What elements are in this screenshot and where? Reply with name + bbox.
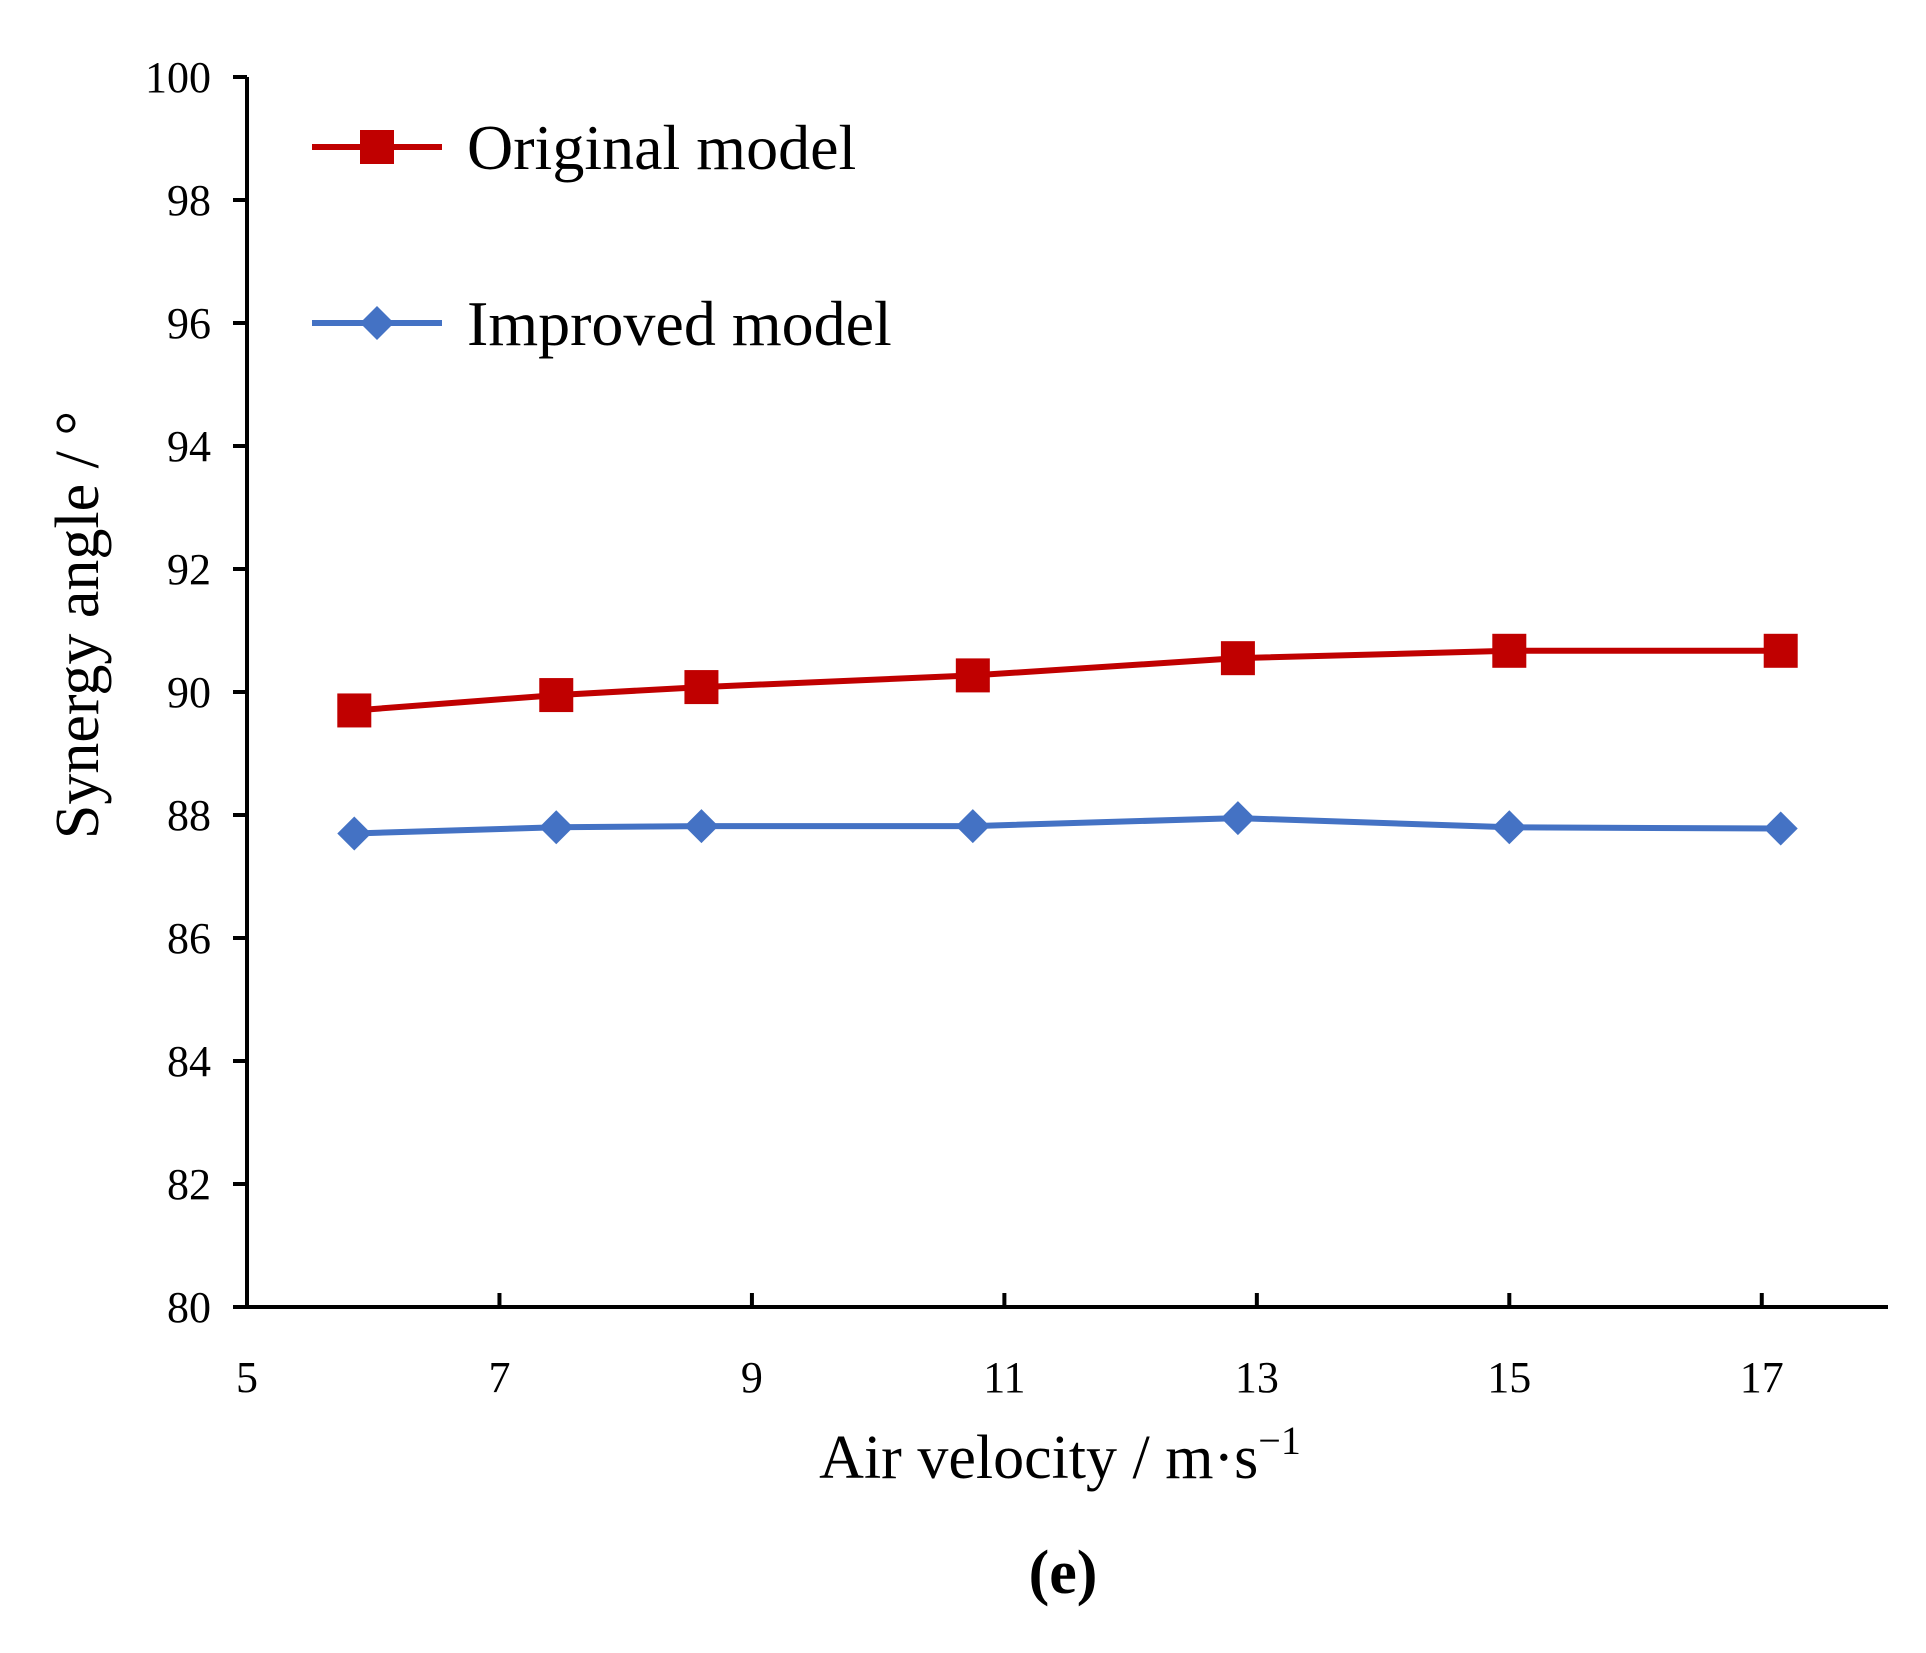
x-axis-title-main: Air velocity / m·s [819, 1424, 1258, 1492]
y-tick-label: 96 [167, 299, 211, 348]
x-tick-label: 15 [1487, 1353, 1531, 1402]
data-point [337, 693, 372, 728]
x-tick-label: 17 [1740, 1353, 1784, 1402]
series-improved-model [337, 801, 1798, 851]
data-point [539, 678, 574, 713]
legend: Original model Improved model [312, 112, 892, 359]
series-layer [337, 633, 1798, 851]
series-original-model [337, 633, 1798, 728]
x-tick-label: 11 [983, 1353, 1025, 1402]
y-tick-label: 80 [167, 1283, 211, 1332]
data-point [1492, 633, 1527, 668]
x-tick-label: 5 [236, 1353, 258, 1402]
legend-entry: Original model [312, 112, 856, 183]
legend-label: Improved model [467, 288, 892, 359]
x-axis-title-superscript: −1 [1258, 1418, 1301, 1463]
x-tick-label: 7 [488, 1353, 510, 1402]
data-point [955, 809, 990, 844]
y-tick-label: 90 [167, 668, 211, 717]
data-point [1763, 811, 1798, 846]
x-tick-label: 9 [741, 1353, 763, 1402]
y-tick-label: 88 [167, 791, 211, 840]
data-point [337, 816, 372, 851]
legend-label: Original model [467, 112, 856, 183]
y-axis-title: Synergy angle / ° [44, 411, 112, 839]
tick-labels: 80 82 84 86 88 90 92 94 96 98 100 5 7 9 11 13 15 17 [145, 53, 1784, 1402]
data-point [1220, 801, 1255, 836]
panel-label: (e) [1029, 1539, 1098, 1607]
y-tick-label: 94 [167, 422, 211, 471]
y-tick-label: 100 [145, 53, 211, 102]
x-axis-title: Air velocity / m·s−1 [819, 1418, 1301, 1492]
y-tick-label: 98 [167, 176, 211, 225]
data-point [1763, 633, 1798, 668]
legend-entry: Improved model [312, 288, 892, 359]
data-point [955, 658, 990, 693]
legend-swatch-marker [360, 306, 394, 340]
data-point [1492, 810, 1527, 845]
data-point [684, 670, 719, 705]
data-point [1220, 641, 1255, 676]
y-tick-label: 86 [167, 914, 211, 963]
y-tick-label: 84 [167, 1037, 211, 1086]
legend-swatch-marker [360, 130, 394, 164]
y-tick-label: 82 [167, 1160, 211, 1209]
x-tick-label: 13 [1235, 1353, 1279, 1402]
data-point [684, 809, 719, 844]
axes [233, 75, 1888, 1309]
y-tick-label: 92 [167, 545, 211, 594]
data-point [539, 810, 574, 845]
